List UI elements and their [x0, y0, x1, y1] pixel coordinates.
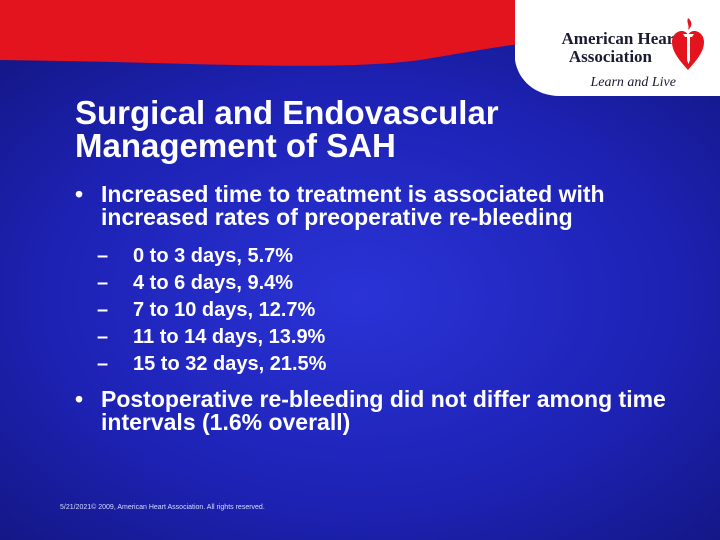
slide-title-line-2: Management of SAH [75, 127, 396, 164]
footer-copyright: 5/21/2021© 2009, American Heart Associat… [60, 504, 265, 511]
bullet-item: • Postoperative re-bleeding did not diff… [75, 388, 675, 434]
heart-torch-icon [672, 18, 704, 70]
dash-marker: – [97, 299, 109, 321]
slide-title-line-1: Surgical and Endovascular [75, 94, 499, 131]
sub-bullet-text: 11 to 14 days, 13.9% [133, 326, 326, 348]
logo-tagline: Learn and Live [590, 75, 676, 90]
bullet-marker: • [75, 181, 84, 207]
sub-bullet-item: – 15 to 32 days, 21.5% [75, 351, 675, 378]
sub-bullet-text: 4 to 6 days, 9.4% [133, 272, 294, 294]
logo-org-line2: Association [568, 47, 652, 66]
sub-bullet-item: – 4 to 6 days, 9.4% [75, 270, 675, 297]
sub-bullet-item: – 7 to 10 days, 12.7% [75, 297, 675, 324]
bullet-marker: • [75, 386, 84, 412]
logo-org-line1: American Heart [561, 29, 680, 48]
slide-content: • Increased time to treatment is associa… [75, 183, 675, 434]
bullet-text: Increased time to treatment is associate… [101, 181, 605, 230]
sub-bullet-item: – 11 to 14 days, 13.9% [75, 324, 675, 351]
sub-bullet-item: – 0 to 3 days, 5.7% [75, 243, 675, 270]
dash-marker: – [97, 326, 109, 348]
sub-bullet-list: – 0 to 3 days, 5.7% – 4 to 6 days, 9.4% … [75, 243, 675, 378]
bullet-item: • Increased time to treatment is associa… [75, 183, 675, 229]
aha-logo-text: American Heart Association Learn and Liv… [520, 30, 680, 92]
bullet-text: Postoperative re-bleeding did not differ… [101, 386, 666, 435]
sub-bullet-text: 0 to 3 days, 5.7% [133, 245, 294, 267]
slide-title: Surgical and Endovascular Management of … [75, 96, 635, 162]
dash-marker: – [97, 272, 109, 294]
sub-bullet-text: 15 to 32 days, 21.5% [133, 353, 327, 375]
sub-bullet-text: 7 to 10 days, 12.7% [133, 299, 316, 321]
dash-marker: – [97, 353, 109, 375]
dash-marker: – [97, 245, 109, 267]
top-banner [0, 0, 720, 96]
